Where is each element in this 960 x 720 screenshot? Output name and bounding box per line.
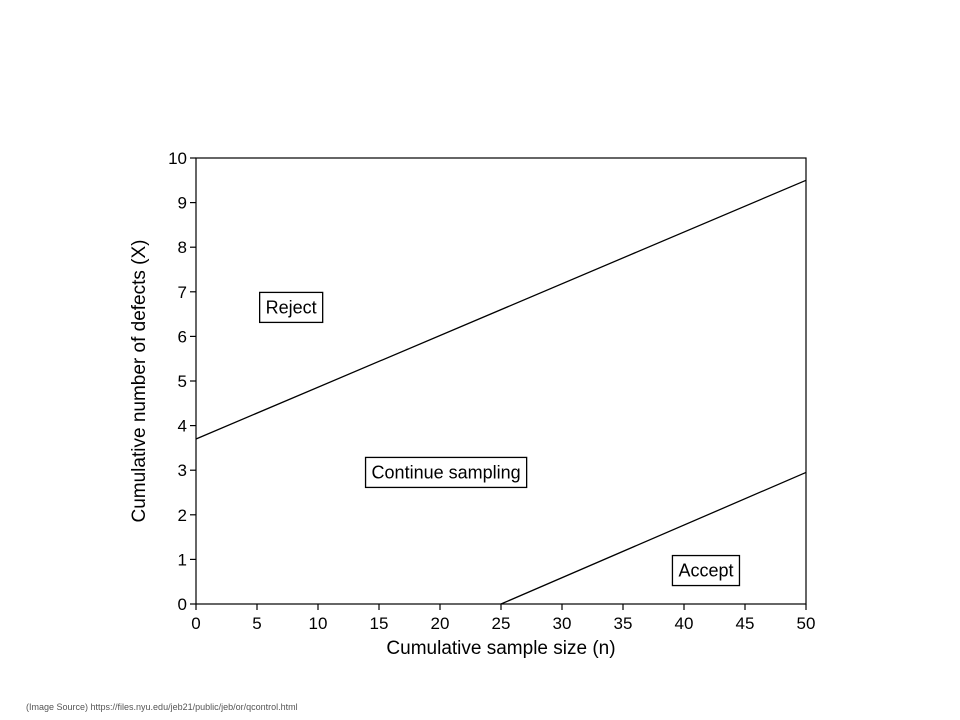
y-tick-label: 4 [178, 417, 187, 436]
x-axis: 0 5 10 15 20 25 30 35 40 45 50 [191, 604, 815, 633]
region-label-box: Accept [671, 554, 741, 587]
region-label: Continue sampling [372, 462, 521, 482]
annotation-layer: Reject Continue sampling Accept [258, 291, 741, 587]
x-tick-label: 25 [492, 614, 511, 633]
y-tick-label: 6 [178, 327, 187, 346]
region-label-box: Reject [258, 291, 324, 324]
region-label-border [671, 554, 741, 587]
x-tick-label: 0 [191, 614, 200, 633]
x-tick-label: 35 [614, 614, 633, 633]
x-tick-label: 15 [370, 614, 389, 633]
y-tick-label: 5 [178, 372, 187, 391]
x-tick-label: 40 [675, 614, 694, 633]
x-tick-label: 45 [736, 614, 755, 633]
region-label-border [364, 456, 528, 489]
region-label-border [258, 291, 324, 324]
y-tick-label: 2 [178, 506, 187, 525]
y-tick-label: 9 [178, 194, 187, 213]
y-tick-label: 3 [178, 461, 187, 480]
x-tick-label: 50 [797, 614, 816, 633]
x-tick-label: 5 [252, 614, 261, 633]
y-tick-label: 1 [178, 550, 187, 569]
x-tick-label: 30 [553, 614, 572, 633]
x-tick-label: 20 [431, 614, 450, 633]
y-axis-label: Cumulative number of defects (X) [129, 239, 150, 522]
x-tick-label: 10 [309, 614, 328, 633]
region-label: Accept [678, 561, 733, 581]
y-tick-label: 10 [168, 149, 187, 168]
x-axis-label: Cumulative sample size (n) [386, 638, 615, 659]
y-tick-label: 0 [178, 595, 187, 614]
reject-boundary-line [195, 179, 807, 440]
y-tick-label: 8 [178, 238, 187, 257]
series-layer [195, 179, 807, 605]
accept-boundary-line [500, 471, 807, 605]
y-tick-label: 7 [178, 283, 187, 302]
y-axis: 0 1 2 3 4 5 6 7 8 9 10 [168, 149, 196, 614]
image-source-note: (Image Source) https://files.nyu.edu/jeb… [26, 702, 298, 712]
plot-area-frame [195, 157, 807, 605]
region-label: Reject [266, 297, 317, 317]
region-label-box: Continue sampling [364, 456, 528, 489]
